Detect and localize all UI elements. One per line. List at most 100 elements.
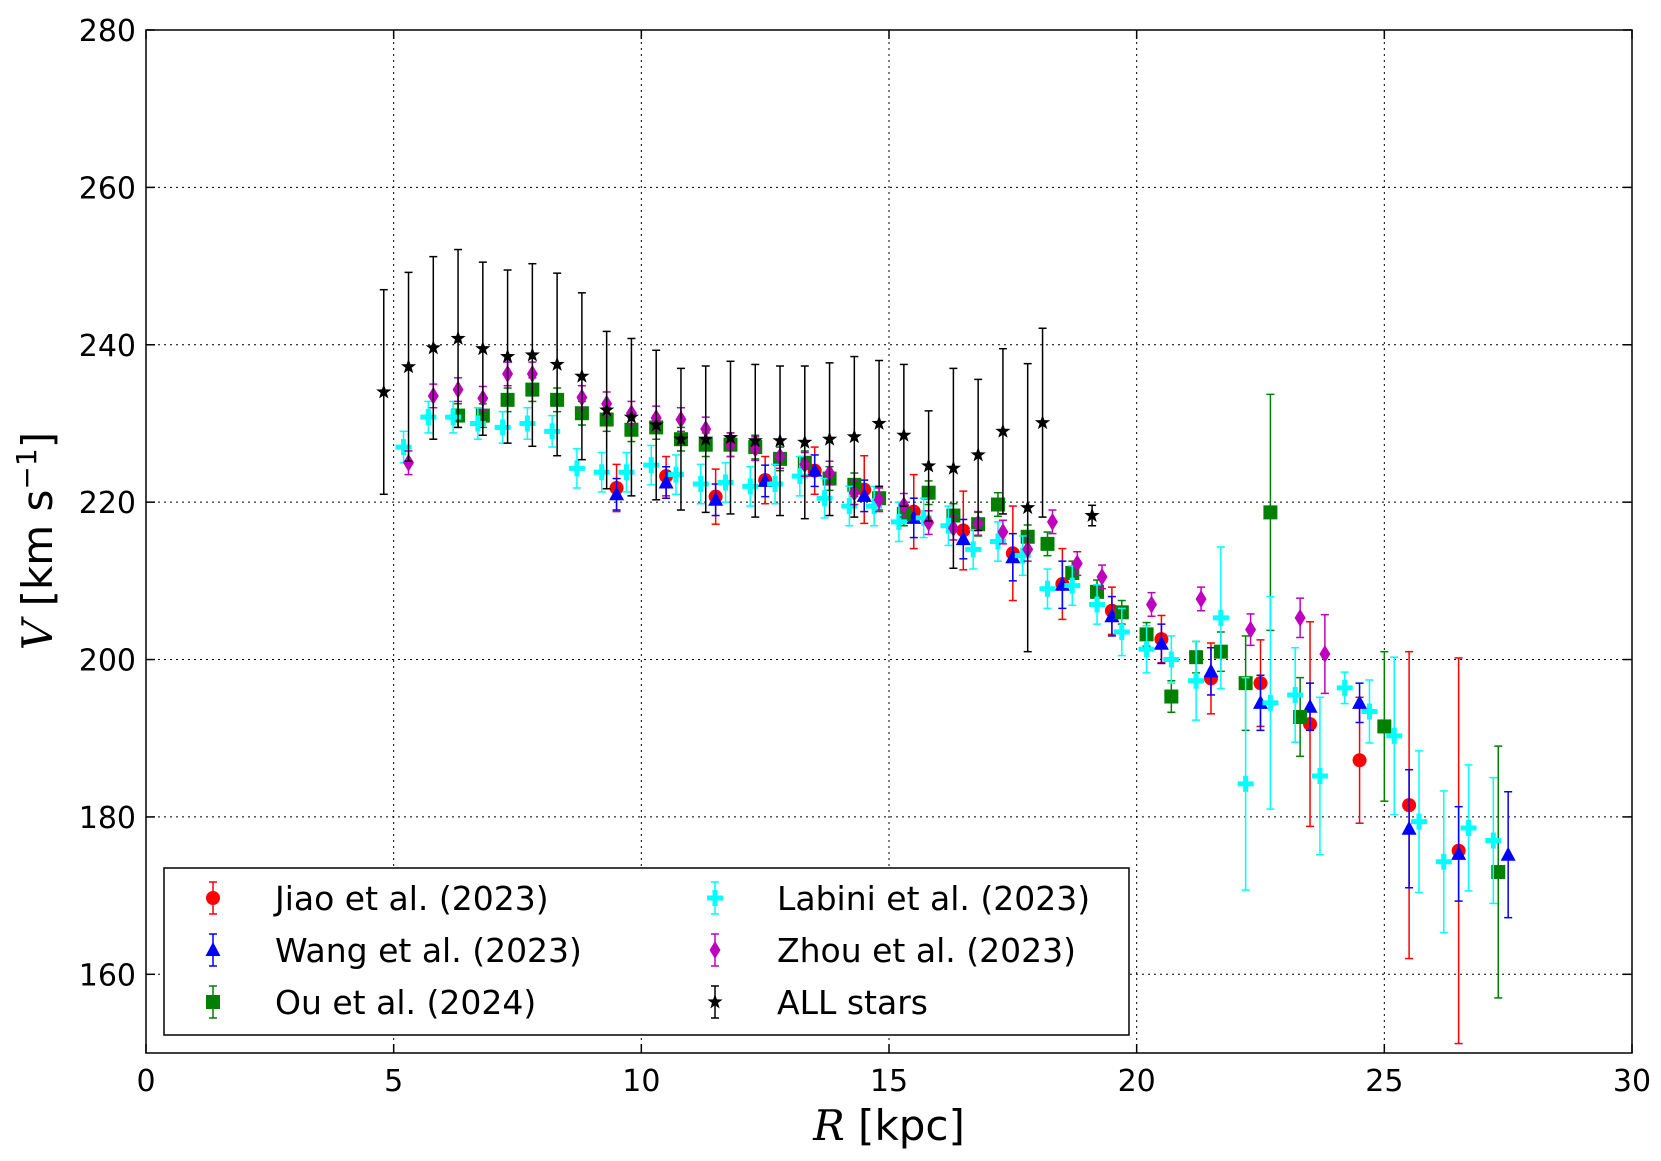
marker-diamond	[1046, 512, 1058, 531]
marker-diamond	[923, 513, 935, 532]
legend: Jiao et al. (2023) Wang et al. (2023) Ou e…	[163, 867, 1130, 1036]
marker-square	[1040, 536, 1055, 551]
marker-square	[1293, 709, 1308, 724]
marker-star	[722, 429, 739, 445]
x-tick-label: 30	[1613, 1064, 1651, 1099]
legend-label: Ou et al. (2024)	[275, 983, 536, 1022]
marker-star	[599, 402, 615, 417]
legend-label: Zhou et al. (2023)	[777, 931, 1076, 970]
x-axis-label: R [kpc]	[812, 1101, 965, 1150]
marker-diamond	[1195, 589, 1207, 608]
legend-entry: Ou et al. (2024)	[206, 983, 536, 1022]
marker-plus	[866, 498, 883, 515]
x-label-unit: [kpc]	[845, 1101, 965, 1150]
marker-triangle	[1302, 698, 1318, 713]
marker-star	[376, 384, 392, 399]
marker-plus	[767, 476, 784, 493]
marker-star	[871, 415, 887, 430]
marker-diamond	[1245, 620, 1257, 639]
marker-circle	[1352, 753, 1367, 768]
marker-plus	[1163, 651, 1180, 668]
marker-plus	[915, 509, 932, 526]
marker-triangle	[955, 531, 971, 546]
marker-plus	[890, 513, 907, 530]
marker-plus	[707, 890, 723, 906]
legend-label: Wang et al. (2023)	[275, 931, 582, 970]
marker-diamond	[1096, 567, 1108, 586]
x-tick-label: 25	[1365, 1064, 1403, 1099]
marker-star	[450, 330, 466, 345]
x-tick-label: 20	[1118, 1064, 1156, 1099]
marker-star	[1034, 414, 1051, 430]
x-label-symbol: R	[812, 1101, 845, 1150]
marker-plus	[692, 476, 709, 493]
marker-star	[648, 417, 664, 432]
marker-diamond	[709, 941, 721, 959]
x-tick-label: 10	[622, 1064, 660, 1099]
y-tick-label: 260	[79, 171, 136, 206]
y-label-close: ]	[13, 432, 62, 448]
y-tick-label: 220	[79, 486, 136, 521]
marker-triangle	[1352, 694, 1368, 709]
marker-plus	[1039, 580, 1056, 597]
legend-entry: Labini et al. (2023)	[707, 879, 1090, 918]
marker-plus	[1336, 679, 1353, 696]
marker-plus	[519, 415, 536, 432]
marker-plus	[791, 468, 808, 485]
marker-plus	[395, 439, 412, 456]
marker-star	[574, 368, 590, 383]
marker-square	[1164, 689, 1179, 704]
marker-diamond	[1319, 645, 1331, 664]
marker-star	[1020, 499, 1036, 515]
marker-plus	[940, 517, 957, 534]
y-tick-label: 160	[79, 958, 136, 993]
marker-plus	[643, 457, 660, 474]
x-tick-label: 5	[384, 1064, 403, 1099]
marker-plus	[1361, 703, 1378, 720]
marker-triangle	[1500, 846, 1516, 861]
marker-star	[475, 340, 491, 356]
marker-triangle	[708, 491, 724, 506]
marker-plus	[989, 533, 1006, 550]
marker-triangle	[807, 462, 823, 477]
marker-plus	[1262, 694, 1279, 711]
y-axis-label: V [km s−1]	[10, 432, 62, 650]
marker-plus	[469, 415, 486, 432]
marker-triangle	[658, 474, 674, 489]
marker-square	[1377, 719, 1392, 734]
x-tick-label: 15	[870, 1064, 908, 1099]
marker-star	[400, 358, 417, 374]
marker-plus	[1212, 609, 1229, 626]
marker-plus	[1435, 853, 1452, 870]
legend-entry: ALL stars	[707, 983, 928, 1022]
marker-star	[425, 339, 441, 355]
marker-triangle	[1005, 549, 1021, 564]
marker-star	[698, 431, 714, 446]
marker-diamond	[873, 490, 885, 509]
legend-entry: Wang et al. (2023)	[205, 931, 582, 970]
x-tick-label: 0	[136, 1064, 155, 1099]
marker-plus	[1237, 775, 1254, 792]
marker-diamond	[403, 453, 415, 472]
marker-plus	[816, 490, 833, 507]
legend-box	[163, 867, 1130, 1036]
marker-triangle	[1153, 635, 1169, 650]
data-marks	[376, 248, 1516, 1045]
marker-plus	[1287, 686, 1304, 703]
y-label-symbol: V	[13, 616, 62, 650]
marker-plus	[1188, 672, 1205, 689]
series	[395, 400, 1502, 934]
marker-star	[524, 347, 540, 362]
marker-star	[707, 994, 723, 1009]
marker-star	[1084, 507, 1100, 522]
marker-star	[623, 409, 639, 424]
marker-plus	[1014, 547, 1031, 564]
legend-label: Jiao et al. (2023)	[273, 879, 549, 918]
marker-diamond	[1294, 608, 1306, 627]
marker-circle	[206, 891, 220, 905]
marker-star	[896, 427, 912, 442]
marker-triangle	[1401, 820, 1417, 835]
legend-label: ALL stars	[777, 983, 928, 1022]
series	[376, 248, 1100, 653]
y-label-exponent: −1	[10, 448, 43, 489]
